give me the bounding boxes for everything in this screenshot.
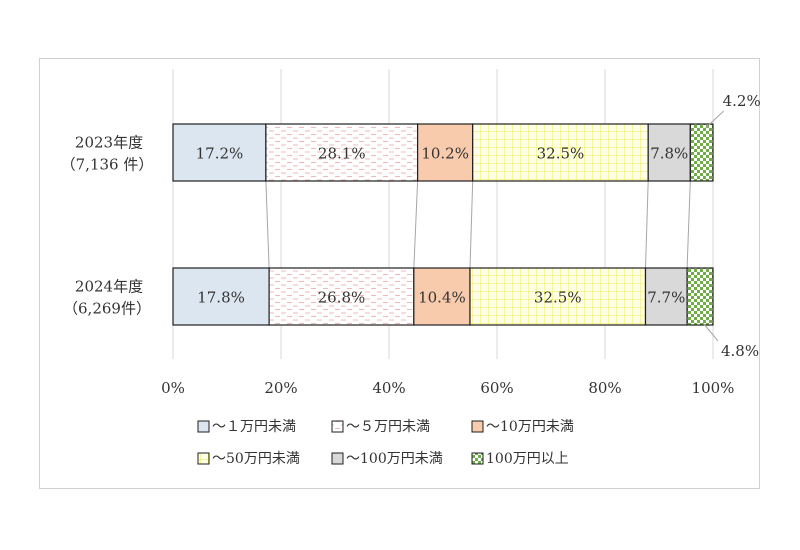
legend-label: ～100万円未満 [346,451,443,467]
series-line [265,180,270,269]
legend-swatch [197,452,210,465]
data-label: 17.2% [196,145,244,163]
series-connector-lines [265,180,691,269]
category-count-label: （6,269件） [63,300,151,318]
legend-swatch [331,420,344,433]
x-axis-ticks: 0% 20% 40% 60% 80% 100% [161,379,734,397]
bar-segment [172,123,267,182]
data-label: 4.2% [723,92,761,110]
data-label: 7.7% [647,289,685,307]
data-label: 4.8% [721,342,759,360]
bar-segment [172,267,270,326]
bar-segment [647,123,691,182]
bar-segment [469,267,647,326]
stacked-bar-chart: 17.2% 28.1% 10.2% 32.5% 7.8% 17.8% 26.8% 10.4% 3… [61,69,761,467]
data-label: 10.4% [418,289,466,307]
data-label: 7.8% [650,145,688,163]
data-label: 26.8% [318,289,366,307]
legend-label: ～10万円未満 [486,419,574,435]
series-line [645,180,649,269]
bar-segment [686,267,714,326]
bar-segment [644,267,688,326]
x-tick-label: 100% [692,379,735,397]
data-label: 10.2% [421,145,469,163]
bars: 17.2% 28.1% 10.2% 32.5% 7.8% 17.8% 26.8% 10.4% 3… [172,123,714,326]
x-tick-label: 20% [264,379,297,397]
data-label: 32.5% [537,145,585,163]
legend-swatch [471,452,484,465]
category-year-label: 2024年度 [75,278,143,296]
series-line [413,180,419,269]
bar-segment [268,267,415,326]
legend-swatch [331,452,344,465]
bar-segment [472,123,649,182]
legend-label: 100万円以上 [486,451,569,467]
callout-leader [702,322,719,342]
legend-swatch [197,420,210,433]
legend: ～１万円未満 ～５万円未満 ～10万円未満 ～50万円未満 ～100万円未満 100万円以… [197,419,574,467]
data-label: 17.8% [197,289,245,307]
bar-segment [413,267,471,326]
series-line [469,180,474,269]
legend-label: ～５万円未満 [346,419,430,435]
callout-leader [705,110,725,129]
category-labels: 2023年度 （7,136 件） 2024年度 （6,269件） [61,134,154,318]
x-tick-label: 0% [161,379,185,397]
small-segment-callouts: 4.2% 4.8% [702,92,761,360]
series-line [686,180,691,269]
chart-frame: 17.2% 28.1% 10.2% 32.5% 7.8% 17.8% 26.8% 10.4% 3… [39,58,761,489]
legend-label: ～50万円未満 [212,451,300,467]
bar-segment [689,123,714,182]
legend-label: ～１万円未満 [212,419,296,435]
x-tick-label: 80% [588,379,621,397]
x-tick-label: 60% [480,379,513,397]
legend-swatch [471,420,484,433]
data-label: 32.5% [534,289,582,307]
category-year-label: 2023年度 [75,134,143,152]
data-label: 28.1% [318,145,366,163]
x-tick-label: 40% [372,379,405,397]
category-count-label: （7,136 件） [61,156,154,174]
